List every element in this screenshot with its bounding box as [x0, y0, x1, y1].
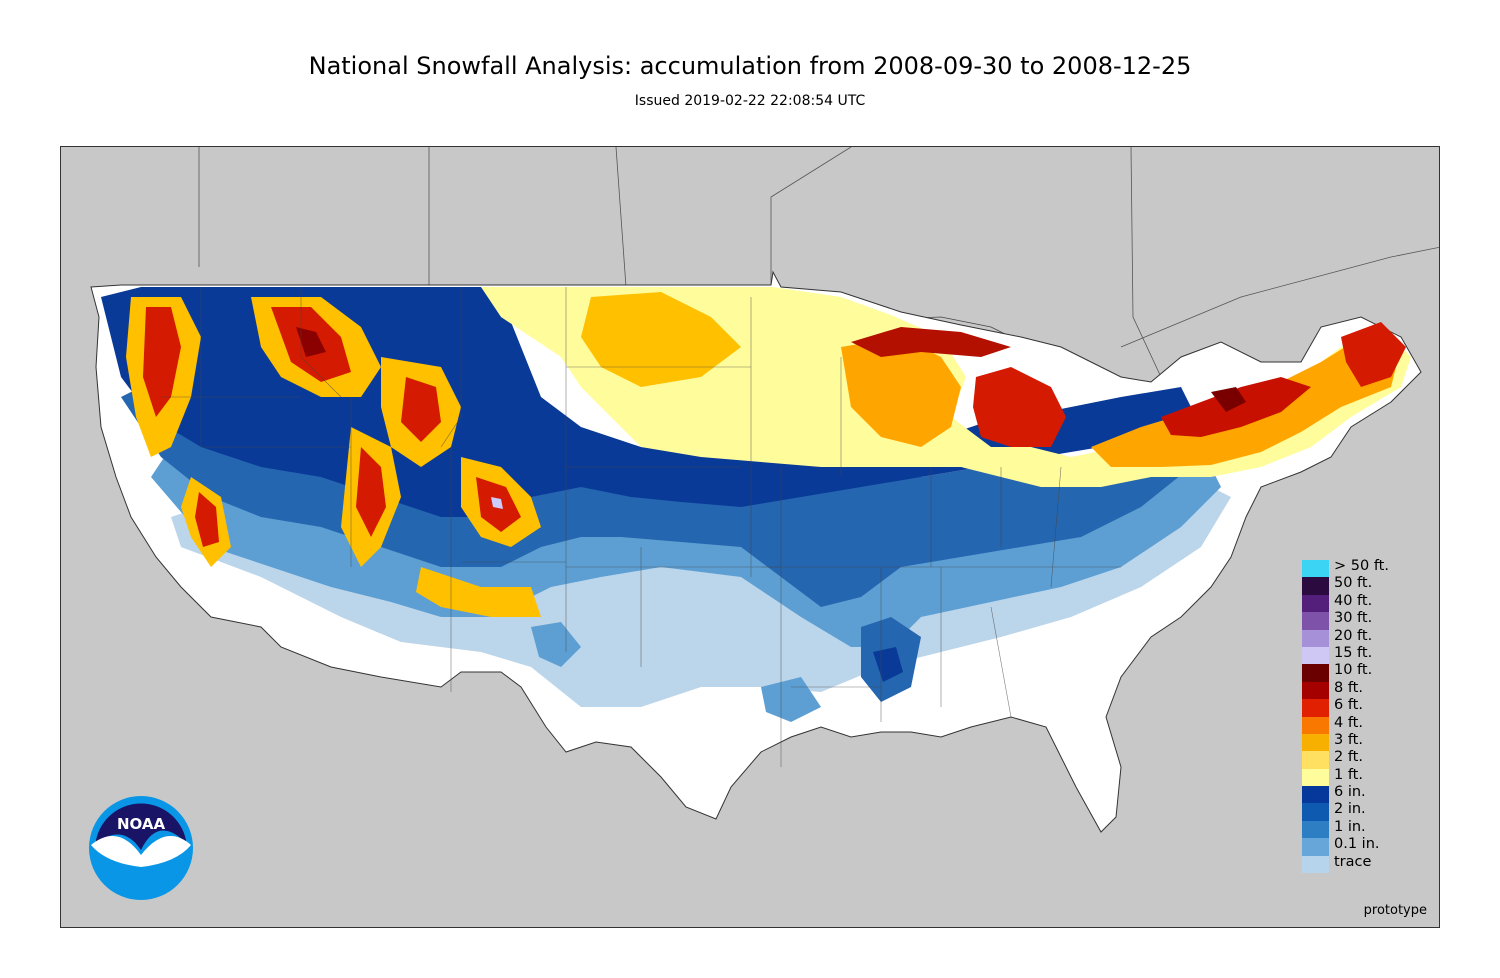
noaa-logo-text: NOAA: [117, 815, 166, 833]
noaa-logo: NOAA: [88, 795, 194, 901]
snow-red-maine: [1341, 322, 1406, 387]
legend-swatch: [1302, 768, 1329, 787]
noaa-logo-graphic: NOAA: [89, 796, 193, 900]
legend-label: 2 ft.: [1334, 749, 1363, 766]
snow-orange-wisconsin: [841, 337, 961, 447]
state-borders: [161, 287, 1121, 767]
legend-swatch: [1302, 855, 1329, 874]
snow-western-mountains: [126, 297, 541, 617]
snow-southern-patches: [531, 617, 921, 722]
legend-swatch: [1302, 664, 1329, 682]
legend-swatch: [1302, 646, 1329, 665]
legend-swatch: [1302, 560, 1329, 578]
legend-label: > 50 ft.: [1334, 558, 1389, 574]
legend-label: 30 ft.: [1334, 610, 1373, 627]
issued-timestamp: Issued 2019-02-22 22:08:54 UTC: [634, 93, 866, 109]
legend-swatch: [1302, 681, 1329, 700]
snow-darkred-tug-hill: [1211, 387, 1246, 412]
legend-swatch: [1302, 733, 1329, 752]
legend-label: 2 in.: [1334, 801, 1366, 818]
legend-swatch: [1302, 786, 1329, 804]
legend-label: 0.1 in.: [1334, 836, 1380, 853]
legend-label: 1 in.: [1334, 818, 1366, 835]
snow-red-lake-superior: [851, 327, 1011, 357]
legend-swatch: [1302, 716, 1329, 734]
legend-swatch: [1302, 699, 1329, 717]
legend-label: 6 ft.: [1334, 697, 1363, 714]
legend-label: 3 ft.: [1334, 731, 1363, 748]
legend-label: 20 ft.: [1334, 627, 1373, 644]
legend-swatch: [1302, 594, 1329, 613]
legend-swatch: [1302, 577, 1329, 595]
legend-label: 50 ft.: [1334, 575, 1373, 592]
prototype-label: prototype: [1363, 903, 1427, 918]
legend-swatch: [1302, 803, 1329, 821]
legend-label: 8 ft.: [1334, 679, 1363, 696]
legend-swatch: [1302, 751, 1329, 769]
map-canvas: [61, 147, 1439, 927]
legend-swatch: [1302, 820, 1329, 839]
legend-swatch: [1302, 612, 1329, 630]
legend-label: 10 ft.: [1334, 662, 1373, 679]
legend-swatch: [1302, 629, 1329, 647]
legend-label: 1 ft.: [1334, 766, 1363, 783]
snow-orange-upper-midwest: [581, 292, 741, 387]
legend-label: 40 ft.: [1334, 592, 1373, 609]
legend-swatch: [1302, 838, 1329, 856]
map-title: National Snowfall Analysis: accumulation…: [308, 52, 1192, 80]
legend-label: 15 ft.: [1334, 644, 1373, 661]
canada-province-borders: [198, 147, 1439, 378]
snowfall-map[interactable]: prototype: [60, 146, 1440, 928]
legend-label: trace: [1334, 853, 1372, 870]
legend-label: 4 ft.: [1334, 714, 1363, 731]
snow-red-michigan: [973, 367, 1066, 447]
legend-label: 6 in.: [1334, 784, 1366, 801]
